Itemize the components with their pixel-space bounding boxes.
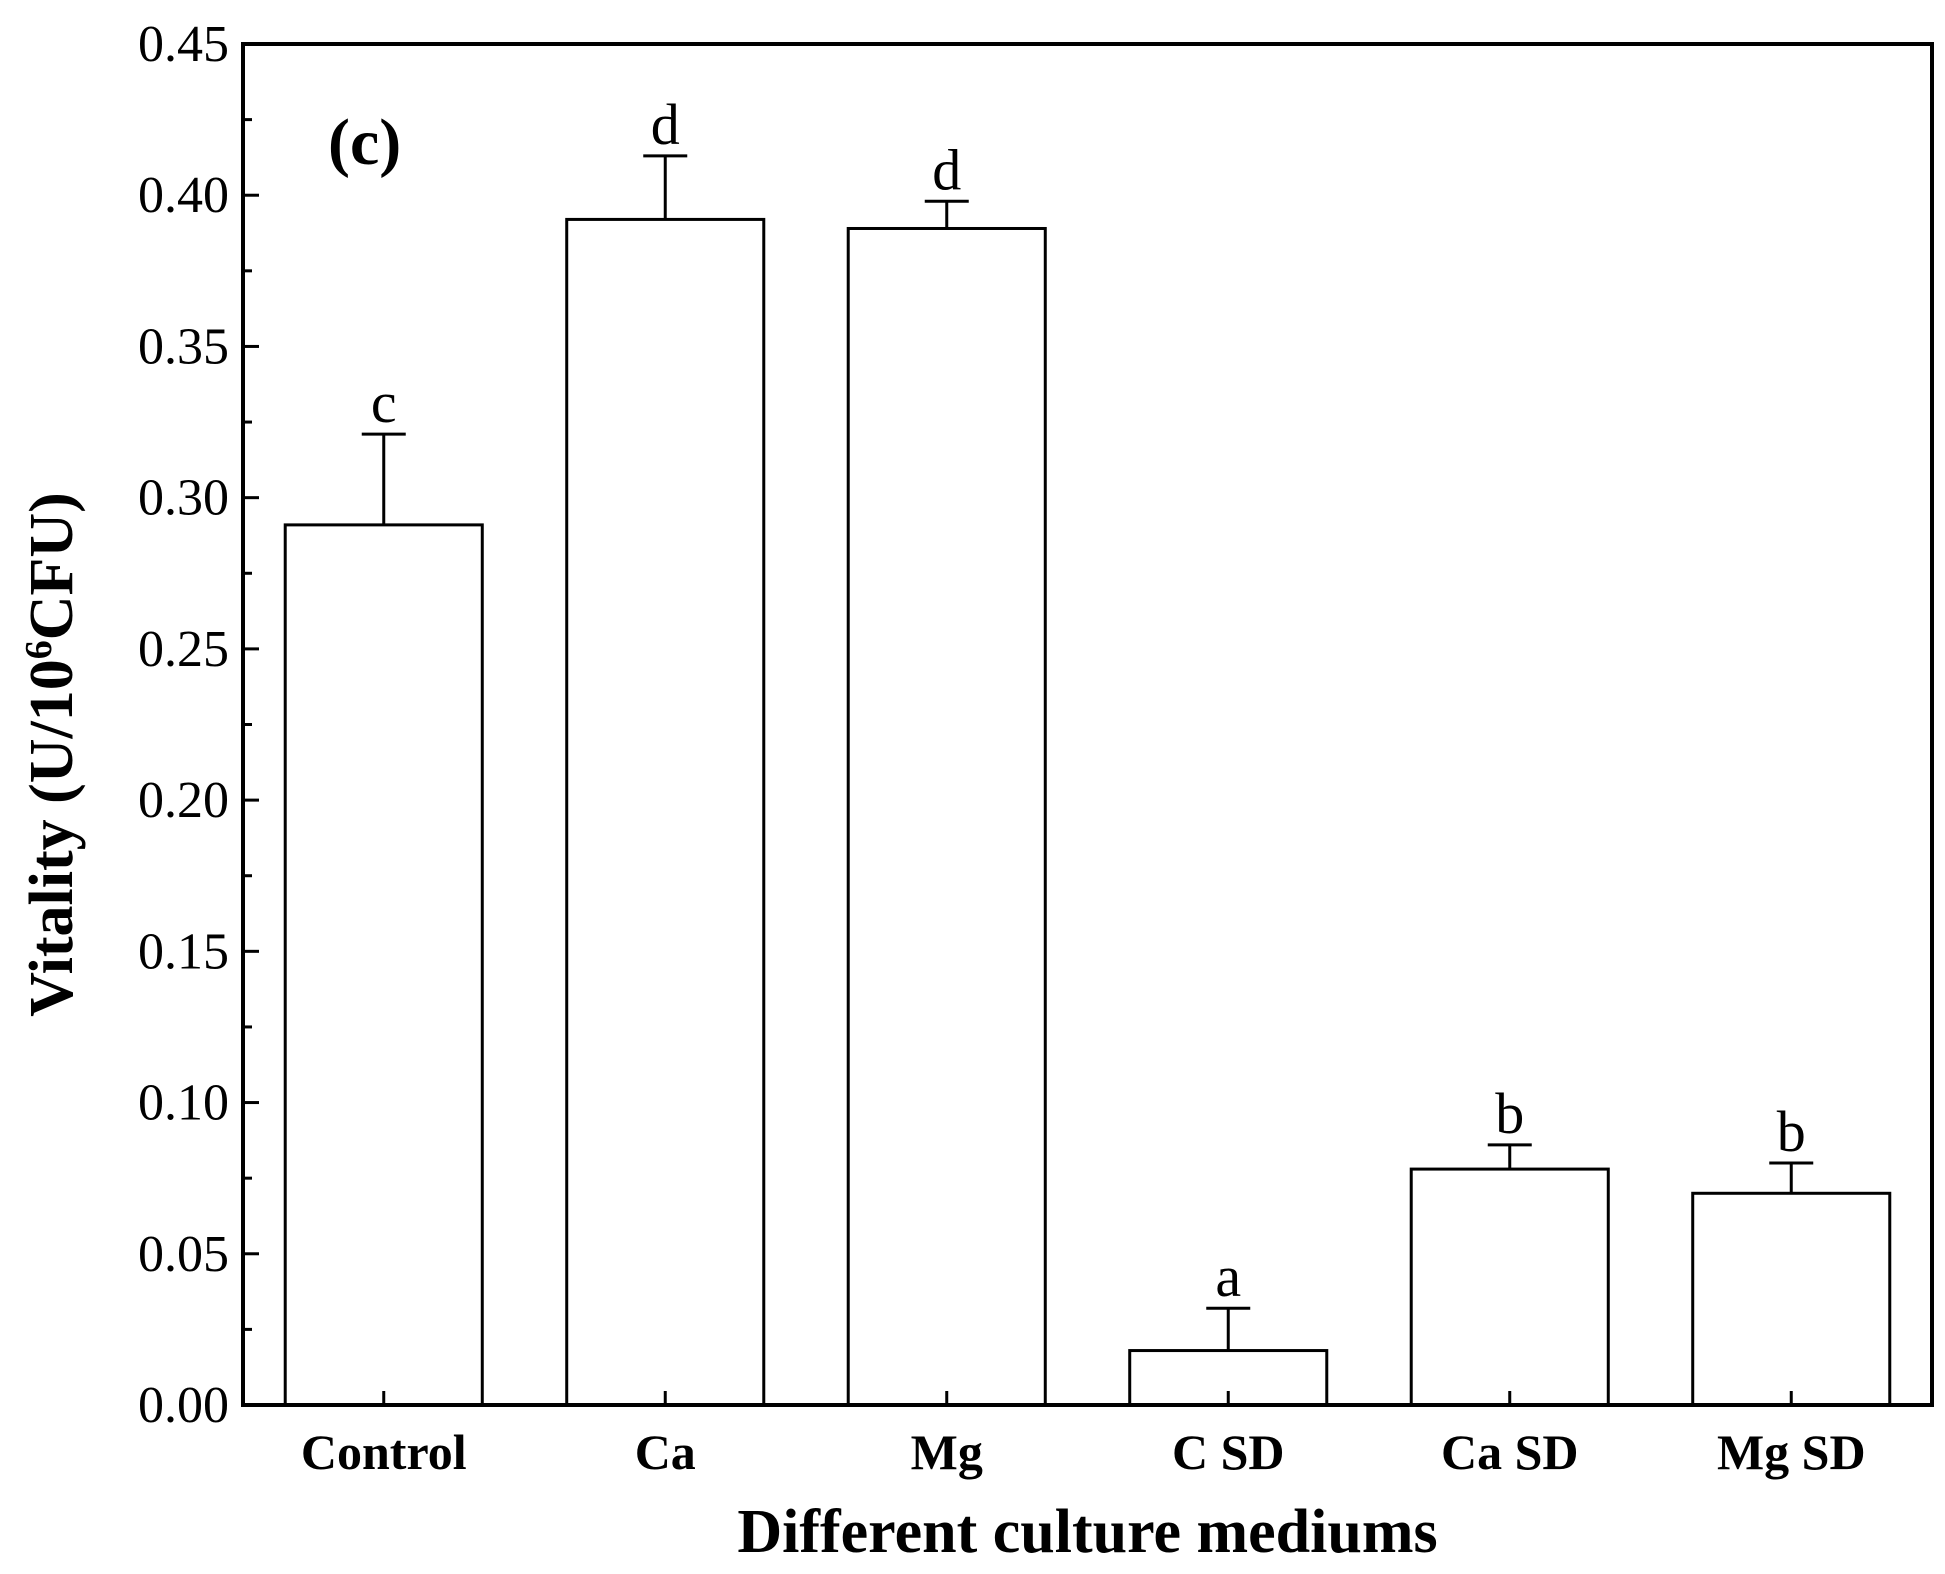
significance-label: d xyxy=(651,92,680,157)
y-tick-label: 0.15 xyxy=(138,923,229,980)
y-axis-title: Vitality (U/106CFU) xyxy=(18,492,86,1017)
y-tick-label: 0.40 xyxy=(138,167,229,224)
x-tick-label: Mg SD xyxy=(1717,1424,1866,1480)
y-tick-label: 0.00 xyxy=(138,1377,229,1434)
bars: c d d a b b xyxy=(283,92,1892,1407)
y-tick-label: 0.05 xyxy=(138,1226,229,1283)
significance-label: b xyxy=(1495,1081,1524,1146)
bar xyxy=(1691,1191,1892,1407)
y-tick-label: 0.45 xyxy=(138,16,229,73)
bar xyxy=(846,226,1047,1407)
panel-label: (c) xyxy=(328,106,401,179)
bar xyxy=(565,217,766,1407)
x-tick-label: Ca SD xyxy=(1441,1424,1579,1480)
x-tick-label: Mg xyxy=(911,1424,983,1480)
y-tick-label: 0.30 xyxy=(138,470,229,527)
y-tick-label: 0.20 xyxy=(138,772,229,829)
significance-label: d xyxy=(932,137,961,202)
y-tick-label: 0.10 xyxy=(138,1075,229,1132)
y-axis-ticks: 0.00 0.05 0.10 0.15 0.20 0.25 0.30 0.35 0.40 0.45 xyxy=(138,16,259,1434)
plot-frame xyxy=(241,42,1934,1407)
x-axis-title: Different culture mediums xyxy=(737,1498,1437,1566)
y-tick-label: 0.35 xyxy=(138,318,229,375)
x-axis-categories: Control Ca Mg C SD Ca SD Mg SD xyxy=(301,1391,1866,1480)
significance-label: b xyxy=(1777,1099,1806,1164)
y-tick-label: 0.25 xyxy=(138,621,229,678)
bar xyxy=(1409,1167,1610,1407)
bar xyxy=(283,523,484,1407)
y-axis-title-prefix: Vitality (U/10 xyxy=(18,659,86,1017)
x-tick-label: C SD xyxy=(1172,1424,1285,1480)
y-axis-title-superscript: 6 xyxy=(18,640,60,659)
significance-label: c xyxy=(371,370,397,435)
y-axis-title-suffix: CFU) xyxy=(18,492,86,640)
x-tick-label: Ca xyxy=(635,1424,696,1480)
x-tick-label: Control xyxy=(301,1424,467,1480)
significance-label: a xyxy=(1215,1244,1241,1309)
